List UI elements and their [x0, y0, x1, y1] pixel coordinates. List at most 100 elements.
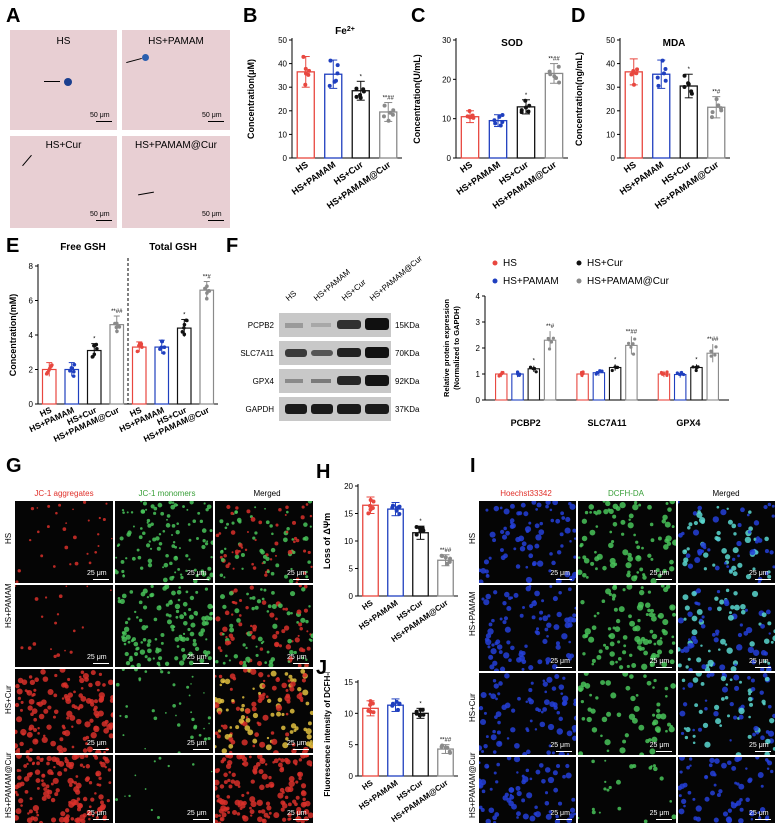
cell — [26, 690, 30, 694]
data-point — [443, 745, 448, 750]
cell — [242, 761, 249, 767]
data-point — [534, 370, 538, 374]
cell — [242, 696, 245, 699]
cell — [510, 645, 515, 651]
cell — [115, 682, 120, 687]
cell — [255, 645, 258, 648]
data-point — [354, 86, 359, 91]
cell — [28, 698, 35, 705]
cell — [513, 757, 521, 763]
cell — [751, 590, 758, 598]
cell — [177, 598, 181, 602]
cell — [746, 675, 751, 680]
cell — [644, 819, 648, 823]
cell — [530, 681, 534, 685]
cell — [265, 695, 269, 699]
cell — [682, 646, 690, 653]
cell — [236, 812, 241, 816]
data-point — [467, 108, 472, 113]
data-point — [303, 66, 308, 71]
cell — [603, 787, 607, 791]
cell — [153, 506, 158, 511]
cell — [64, 545, 69, 550]
data-point — [714, 345, 718, 349]
cell — [284, 513, 287, 516]
cell — [534, 590, 540, 597]
cell — [26, 817, 33, 823]
cell — [231, 698, 235, 703]
cell — [739, 623, 743, 627]
cell — [235, 706, 241, 711]
cell — [766, 661, 770, 665]
cell-signal — [578, 501, 676, 583]
y-axis-label: Concentration(U/mL) — [412, 54, 422, 144]
cell — [551, 686, 557, 691]
cell — [603, 508, 609, 515]
cell — [683, 617, 687, 621]
category-label: HS — [38, 405, 53, 419]
cell — [225, 635, 228, 639]
cell — [711, 632, 716, 637]
cell — [647, 553, 652, 558]
cell — [302, 537, 306, 541]
cell — [52, 565, 56, 568]
cell — [246, 530, 249, 534]
cell — [185, 590, 189, 594]
y-axis-label: Concentration(mM) — [8, 294, 18, 377]
cell — [499, 548, 504, 553]
scale-bar: 50 μm — [202, 112, 222, 119]
cell — [15, 815, 19, 821]
cell — [294, 762, 298, 766]
cell — [288, 817, 292, 821]
cell — [670, 683, 676, 689]
cell — [649, 748, 656, 755]
data-point — [414, 525, 419, 530]
cell — [219, 555, 223, 559]
cell — [171, 533, 174, 536]
scale-bar: 25 μm — [187, 570, 207, 577]
cell — [736, 554, 740, 558]
significance-label: * — [419, 701, 422, 707]
cell — [62, 726, 66, 730]
cell — [138, 600, 143, 605]
cell — [229, 750, 233, 753]
cell — [600, 734, 604, 738]
cell — [20, 728, 27, 736]
cell — [281, 712, 285, 717]
cell — [127, 617, 131, 621]
cell — [168, 501, 173, 505]
cell — [283, 625, 290, 631]
jc1-image-grid: 25 μm 25 μm 25 μm 25 μm 25 μm 25 μm 25 μm 25 μm… — [14, 500, 314, 824]
cell — [104, 765, 107, 769]
cell — [661, 519, 667, 524]
row-label: HS+PAMAM@Cur — [4, 752, 13, 818]
data-point — [420, 526, 425, 531]
cell — [259, 741, 266, 748]
cell — [499, 506, 503, 510]
row-label: HS+PAMAM — [468, 591, 477, 636]
cell — [528, 521, 532, 525]
cell — [164, 712, 167, 714]
cell — [77, 707, 81, 711]
cell — [604, 739, 611, 746]
cell — [682, 687, 685, 690]
bar — [86, 349, 102, 405]
cell — [587, 707, 593, 712]
cell — [693, 521, 698, 526]
cell — [539, 721, 546, 728]
cell — [747, 646, 754, 654]
scale-bar: 25 μm — [649, 810, 670, 817]
cell — [159, 669, 162, 671]
cell — [603, 643, 607, 647]
y-tick-label: 20 — [278, 107, 287, 116]
cell — [539, 610, 544, 615]
cell — [134, 669, 138, 672]
cell — [221, 748, 228, 753]
cell — [63, 817, 70, 823]
cell — [491, 618, 495, 623]
cell — [90, 670, 96, 676]
bar — [608, 366, 622, 401]
bar — [109, 324, 125, 405]
cell — [178, 660, 185, 666]
y-tick-label: 20 — [442, 75, 451, 84]
